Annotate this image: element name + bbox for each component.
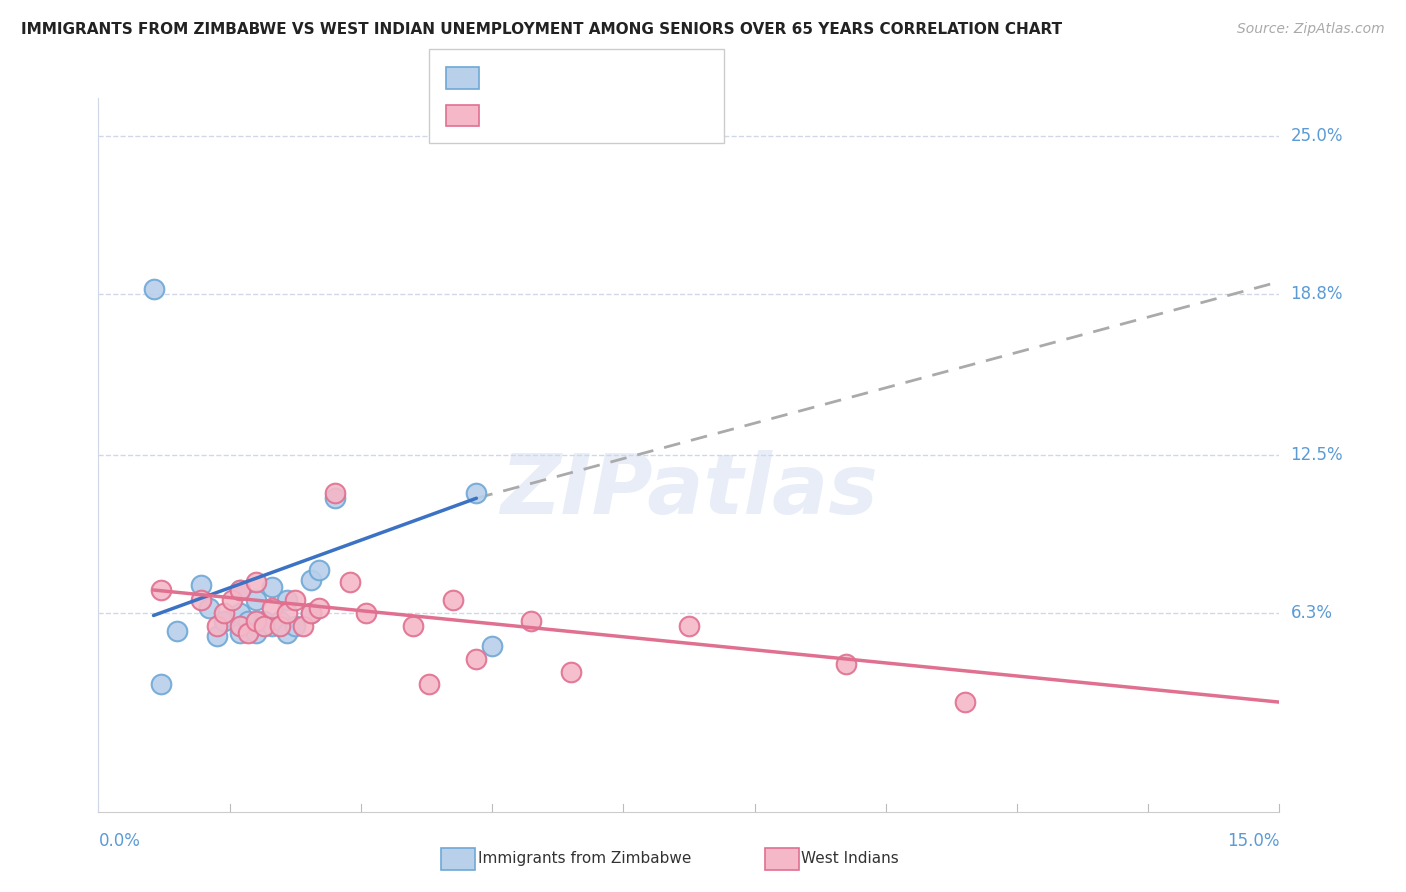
Point xyxy=(465,652,488,666)
Point xyxy=(260,600,283,615)
Point xyxy=(253,614,276,628)
Point xyxy=(197,600,219,615)
Point xyxy=(299,573,322,587)
Point xyxy=(205,629,228,643)
Point xyxy=(236,626,259,640)
Point xyxy=(292,618,315,632)
Point xyxy=(402,618,425,632)
Point xyxy=(253,618,276,632)
Text: N =: N = xyxy=(596,105,633,123)
Text: IMMIGRANTS FROM ZIMBABWE VS WEST INDIAN UNEMPLOYMENT AMONG SENIORS OVER 65 YEARS: IMMIGRANTS FROM ZIMBABWE VS WEST INDIAN … xyxy=(21,22,1062,37)
Point xyxy=(190,593,212,607)
Text: R =: R = xyxy=(484,105,520,123)
Text: Source: ZipAtlas.com: Source: ZipAtlas.com xyxy=(1237,22,1385,37)
Text: 18.8%: 18.8% xyxy=(1291,285,1343,303)
Point xyxy=(276,606,298,620)
Text: ZIPatlas: ZIPatlas xyxy=(501,450,877,531)
Text: West Indians: West Indians xyxy=(801,851,900,865)
Point xyxy=(269,614,291,628)
Point xyxy=(269,618,291,632)
Text: 6.3%: 6.3% xyxy=(1291,604,1333,622)
Point xyxy=(953,695,976,709)
Point xyxy=(308,600,330,615)
Point xyxy=(166,624,188,638)
Point xyxy=(481,639,503,653)
Point xyxy=(339,575,361,590)
Point xyxy=(229,606,252,620)
Text: 25.0%: 25.0% xyxy=(1291,128,1343,145)
Point xyxy=(245,626,267,640)
Text: 26: 26 xyxy=(623,69,645,87)
Point xyxy=(214,614,236,628)
Point xyxy=(260,581,283,595)
Text: 0.289: 0.289 xyxy=(531,69,583,87)
Text: 15.0%: 15.0% xyxy=(1227,832,1279,850)
Point xyxy=(229,582,252,597)
Point xyxy=(678,618,700,632)
Point xyxy=(229,626,252,640)
Text: 0.0%: 0.0% xyxy=(98,832,141,850)
Point xyxy=(229,618,252,632)
Point xyxy=(323,486,346,500)
Text: N =: N = xyxy=(585,69,621,87)
Y-axis label: Unemployment Among Seniors over 65 years: Unemployment Among Seniors over 65 years xyxy=(0,281,7,629)
Point xyxy=(354,606,377,620)
Point xyxy=(520,614,543,628)
Text: 12.5%: 12.5% xyxy=(1291,446,1343,464)
Point xyxy=(245,593,267,607)
Point xyxy=(323,491,346,506)
Text: -0.339: -0.339 xyxy=(531,105,591,123)
Point xyxy=(441,593,464,607)
Point xyxy=(284,618,307,632)
Point xyxy=(465,486,488,500)
Point xyxy=(299,606,322,620)
Point xyxy=(260,618,283,632)
Point xyxy=(236,614,259,628)
Point xyxy=(221,593,243,607)
Point xyxy=(276,626,298,640)
Point xyxy=(245,575,267,590)
Text: R =: R = xyxy=(484,69,520,87)
Point xyxy=(308,563,330,577)
Point xyxy=(418,677,440,691)
Point xyxy=(150,677,173,691)
Point xyxy=(150,582,173,597)
Point xyxy=(214,606,236,620)
Point xyxy=(245,614,267,628)
Text: 30: 30 xyxy=(634,105,657,123)
Point xyxy=(205,618,228,632)
Text: Immigrants from Zimbabwe: Immigrants from Zimbabwe xyxy=(478,851,692,865)
Point xyxy=(560,665,582,679)
Point xyxy=(299,606,322,620)
Point xyxy=(229,582,252,597)
Point xyxy=(142,282,165,296)
Point xyxy=(835,657,858,671)
Point xyxy=(284,593,307,607)
Point xyxy=(276,593,298,607)
Point xyxy=(190,578,212,592)
